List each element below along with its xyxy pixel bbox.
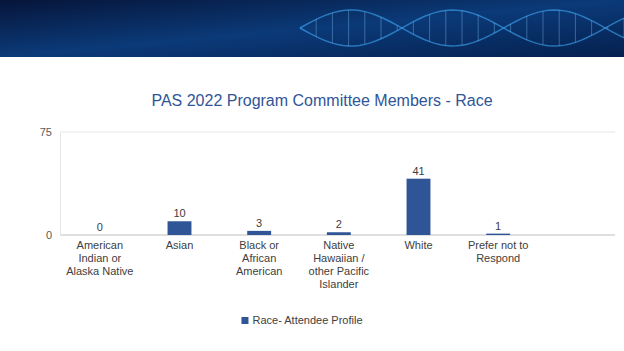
- data-label: 10: [173, 207, 185, 219]
- bar: [327, 232, 351, 235]
- x-tick-label-line: Black or: [239, 239, 279, 251]
- x-tick: Black orAfricanAmerican: [236, 235, 282, 277]
- x-tick-label-line: American: [77, 239, 123, 251]
- x-tick: Asian: [166, 235, 194, 251]
- chart-title: PAS 2022 Program Committee Members - Rac…: [151, 92, 492, 109]
- y-axis-line: [60, 133, 61, 236]
- x-tick-label: White: [404, 239, 432, 251]
- banner-rung: [332, 13, 333, 43]
- x-tick: AmericanIndian orAlaska Native: [66, 235, 133, 277]
- banner-rung: [397, 25, 398, 30]
- data-label: 3: [256, 217, 262, 229]
- bar: [407, 179, 431, 235]
- banner-rung: [526, 16, 527, 40]
- x-tick-label-line: Respond: [476, 252, 520, 264]
- banner-rung: [494, 23, 495, 33]
- bars: [168, 179, 511, 235]
- legend-label: Race- Attendee Profile: [252, 314, 362, 326]
- banner-rung: [316, 19, 317, 36]
- banner-rung: [348, 10, 349, 46]
- x-tick: White: [404, 235, 432, 251]
- data-labels: 0 10 3 2 41 1: [97, 165, 501, 233]
- bar: [247, 231, 271, 235]
- bar: [168, 221, 192, 235]
- banner-rung: [381, 17, 382, 39]
- x-tick-label-line: Prefer not to: [468, 239, 529, 251]
- banner-rung: [429, 14, 430, 41]
- banner-background: [0, 0, 624, 57]
- banner-helix: [300, 10, 624, 46]
- data-label: 41: [412, 165, 424, 177]
- x-tick-label: Prefer not toRespond: [468, 239, 529, 264]
- x-tick-label-line: other Pacific: [309, 265, 370, 277]
- x-tick-label-line: American: [236, 265, 282, 277]
- y-axis: 0 75: [40, 126, 61, 241]
- banner-rung: [462, 11, 463, 46]
- banner-rung: [575, 14, 576, 43]
- banner-rung: [510, 24, 511, 32]
- legend: Race- Attendee Profile: [241, 314, 362, 326]
- x-tick-label-line: White: [404, 239, 432, 251]
- x-axis-line: [61, 235, 539, 236]
- banner-rung: [543, 11, 544, 45]
- x-tick-label-line: African: [242, 252, 276, 264]
- banner-rung: [591, 21, 592, 36]
- y-tick-label: 75: [40, 126, 52, 138]
- x-axis: AmericanIndian orAlaska NativeAsianBlack…: [61, 235, 539, 290]
- x-tick-label-line: Indian or: [78, 252, 121, 264]
- data-label: 1: [495, 220, 501, 232]
- x-tick: Prefer not toRespond: [468, 235, 529, 264]
- y-tick-label: 0: [46, 229, 52, 241]
- grid-line: [60, 132, 615, 133]
- x-tick-label-line: Asian: [166, 239, 194, 251]
- x-tick-label-line: Islander: [319, 278, 358, 290]
- legend-swatch: [241, 317, 248, 324]
- x-tick-label-line: Native: [323, 239, 354, 251]
- banner-rung: [478, 15, 479, 40]
- grid: [60, 132, 615, 235]
- banner-rung: [607, 27, 608, 30]
- x-tick-label: Asian: [166, 239, 194, 251]
- x-tick-label-line: Alaska Native: [66, 265, 133, 277]
- banner-helix: [300, 10, 624, 46]
- data-label: 2: [336, 218, 342, 230]
- x-tick-label: NativeHawaiian /other PacificIslander: [309, 239, 370, 291]
- y-tick: 0: [46, 229, 60, 241]
- data-label: 0: [97, 221, 103, 233]
- banner-rung: [559, 10, 560, 46]
- x-tick-label-line: Hawaiian /: [313, 252, 365, 264]
- header-banner: [0, 0, 624, 57]
- x-tick: NativeHawaiian /other PacificIslander: [309, 235, 370, 290]
- y-tick: 75: [40, 126, 60, 138]
- legend-item: Race- Attendee Profile: [241, 314, 362, 326]
- bar: [88, 235, 112, 236]
- banner-rung: [445, 10, 446, 45]
- chart-svg: PAS 2022 Program Committee Members - Rac…: [0, 0, 624, 351]
- x-tick-label: Black orAfricanAmerican: [236, 239, 282, 277]
- banner-rung: [413, 22, 414, 35]
- x-tick-label: AmericanIndian orAlaska Native: [66, 239, 133, 277]
- banner-rung: [364, 12, 365, 45]
- bar: [486, 234, 510, 235]
